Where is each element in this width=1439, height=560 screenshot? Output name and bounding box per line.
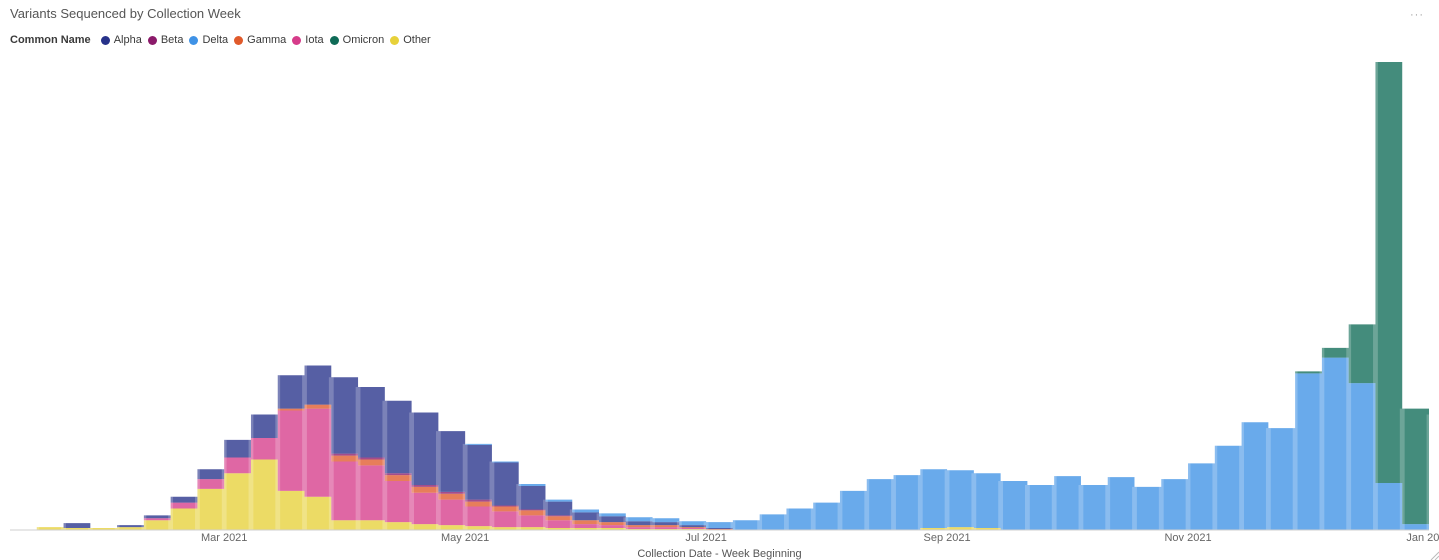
x-tick-label: Mar 2021 — [201, 532, 247, 544]
legend-swatch-icon — [234, 36, 243, 45]
x-axis-title: Collection Date - Week Beginning — [0, 548, 1439, 560]
legend-label: Iota — [305, 34, 323, 46]
legend-swatch-icon — [292, 36, 301, 45]
legend-label: Alpha — [114, 34, 142, 46]
legend-label: Gamma — [247, 34, 286, 46]
legend-item-beta[interactable]: Beta — [148, 34, 184, 46]
legend-item-other[interactable]: Other — [390, 34, 431, 46]
legend: Common Name Alpha Beta Delta Gamma Iota Omicr… — [10, 34, 431, 46]
x-tick-label: Jul 2021 — [685, 532, 727, 544]
x-tick-label: Nov 2021 — [1164, 532, 1211, 544]
plot-area[interactable] — [10, 60, 1429, 530]
legend-item-delta[interactable]: Delta — [189, 34, 228, 46]
legend-item-gamma[interactable]: Gamma — [234, 34, 286, 46]
legend-swatch-icon — [390, 36, 399, 45]
legend-swatch-icon — [330, 36, 339, 45]
legend-label: Beta — [161, 34, 184, 46]
chart-card: Variants Sequenced by Collection Week ··… — [0, 0, 1439, 560]
more-options-button[interactable]: ··· — [1407, 8, 1427, 22]
resize-handle-icon[interactable] — [1429, 550, 1439, 560]
plot-svg — [10, 60, 1429, 530]
legend-label: Other — [403, 34, 431, 46]
ellipsis-icon: ··· — [1410, 9, 1424, 21]
x-tick-label: May 2021 — [441, 532, 489, 544]
legend-item-alpha[interactable]: Alpha — [101, 34, 142, 46]
legend-label: Omicron — [343, 34, 385, 46]
chart-title: Variants Sequenced by Collection Week — [10, 6, 241, 21]
legend-item-omicron[interactable]: Omicron — [330, 34, 385, 46]
x-tick-label: Jan 2022 — [1406, 532, 1439, 544]
legend-item-iota[interactable]: Iota — [292, 34, 323, 46]
x-axis: Mar 2021 May 2021 Jul 2021 Sep 2021 Nov 2021… — [10, 532, 1429, 546]
legend-swatch-icon — [148, 36, 157, 45]
legend-label: Delta — [202, 34, 228, 46]
x-tick-label: Sep 2021 — [924, 532, 971, 544]
legend-title: Common Name — [10, 34, 91, 46]
legend-swatch-icon — [101, 36, 110, 45]
legend-swatch-icon — [189, 36, 198, 45]
